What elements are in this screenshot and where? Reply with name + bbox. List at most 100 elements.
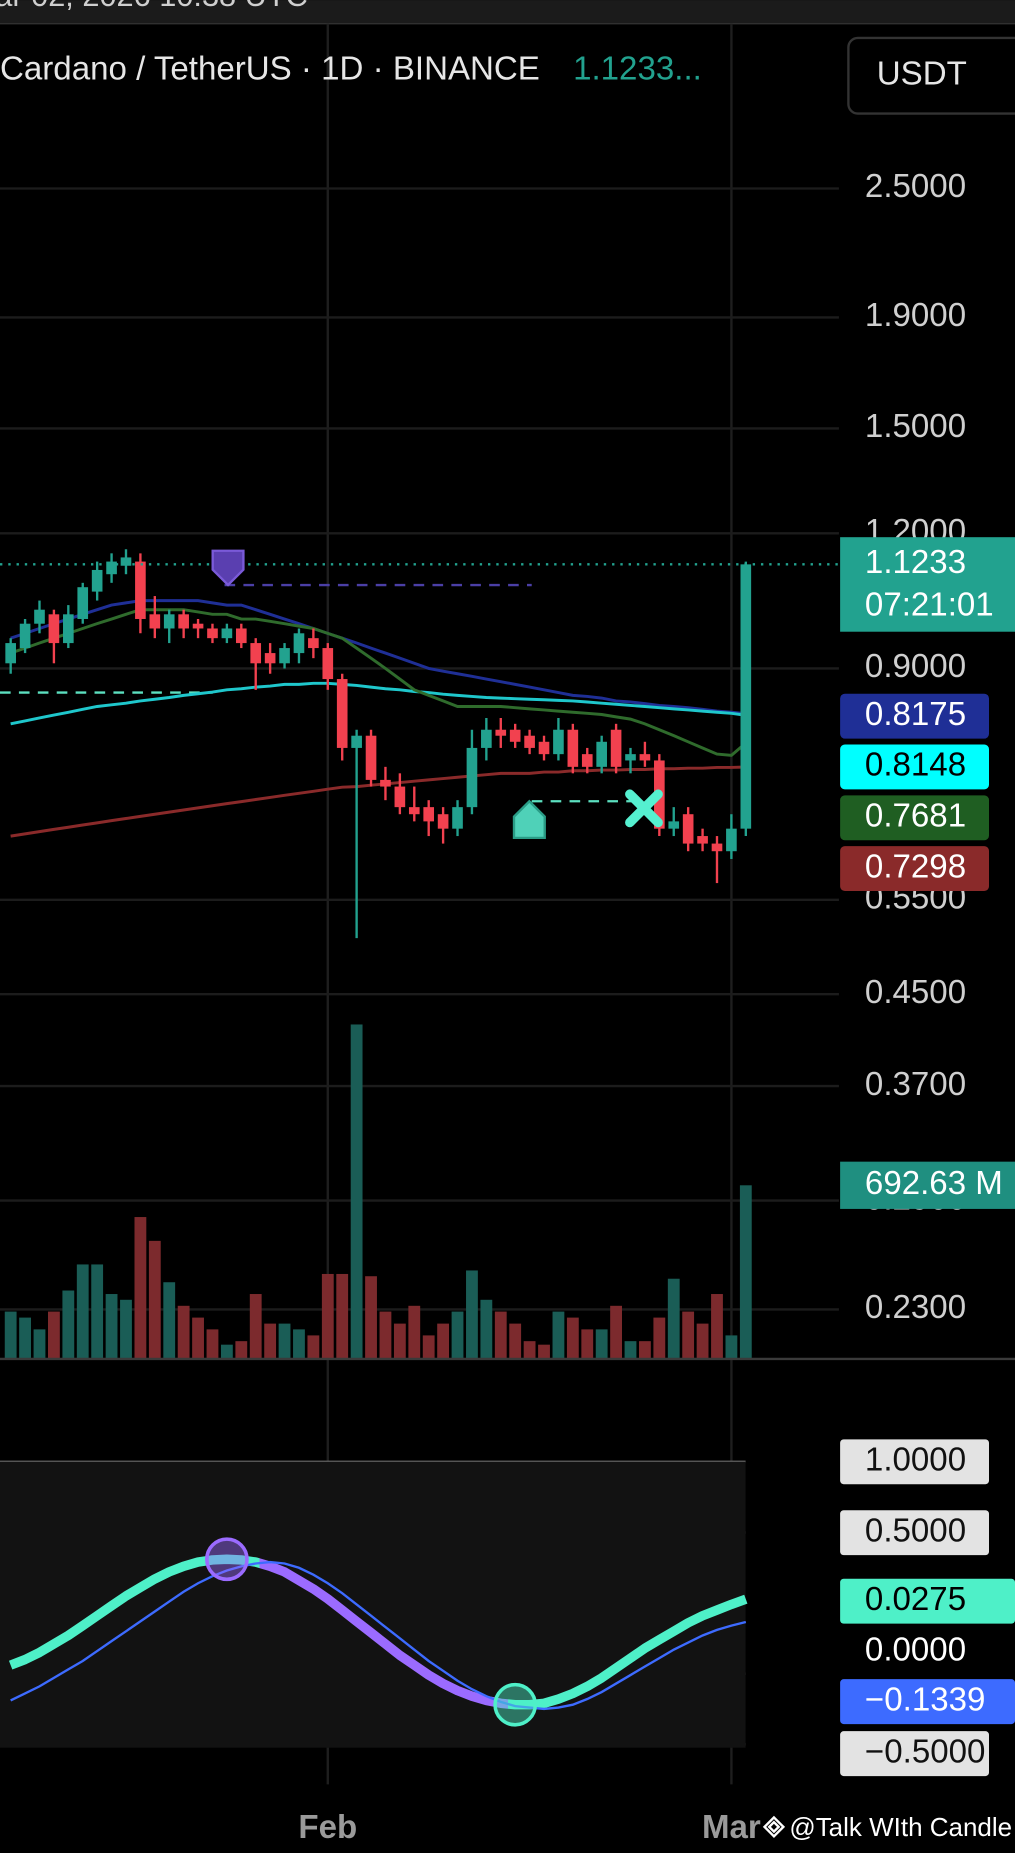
- volume-bar: [739, 1185, 752, 1359]
- candle-body: [120, 557, 132, 566]
- chart-title: Cardano / TetherUS · 1D · BINANCE: [0, 51, 540, 88]
- volume-bar: [696, 1323, 709, 1359]
- volume-bar: [278, 1323, 291, 1359]
- candle-body: [135, 561, 146, 619]
- volume-bar: [523, 1341, 536, 1359]
- candle-body: [711, 843, 723, 852]
- candle-body: [423, 807, 435, 822]
- moving-average: [10, 599, 746, 716]
- signal-markers: [211, 549, 663, 840]
- osc-tick-label: 0.5000: [865, 1512, 966, 1549]
- candle-body: [682, 814, 694, 844]
- candle-body: [293, 633, 305, 654]
- last-price-label: 1.1233: [865, 544, 966, 581]
- candle-body: [740, 564, 752, 829]
- y-tick-label: 0.4500: [865, 974, 966, 1011]
- osc-value-label: 0.0275: [865, 1581, 966, 1618]
- status-bar: [0, 0, 1015, 24]
- signal-levels: [0, 583, 639, 803]
- candle-body: [553, 729, 564, 755]
- candle-body: [509, 729, 521, 742]
- x-tick-label: Mar: [702, 1809, 761, 1846]
- osc-tick-label: 0.0000: [865, 1632, 966, 1669]
- candle-body: [380, 779, 391, 787]
- osc-value-box: [840, 1578, 1015, 1624]
- candle-body: [221, 628, 233, 639]
- candle-body: [264, 653, 276, 664]
- osc-value-label: −0.1339: [865, 1681, 986, 1718]
- plot: [0, 549, 839, 1727]
- candle-body: [538, 741, 550, 755]
- title-price: 1.1233...: [573, 51, 702, 88]
- moving-average: [10, 765, 746, 838]
- volume-bar: [595, 1329, 608, 1359]
- volume-bar: [4, 1311, 17, 1359]
- volume-bar: [62, 1290, 75, 1359]
- currency-button[interactable]: [847, 36, 1015, 115]
- candle-body: [726, 828, 737, 852]
- sell-signal: [211, 549, 245, 587]
- volume-bar: [451, 1311, 464, 1359]
- volume-bar: [624, 1341, 637, 1359]
- y-tick-label: 0.2300: [865, 1289, 966, 1326]
- oscillator-band: [0, 1461, 746, 1748]
- countdown: 07:21:01: [865, 587, 994, 624]
- x-tick-label: Feb: [298, 1809, 357, 1846]
- volume-bar: [163, 1282, 176, 1359]
- candle-body: [697, 836, 708, 844]
- volume-bar: [76, 1264, 89, 1359]
- volume-bar: [177, 1305, 190, 1359]
- volume-bar: [725, 1335, 738, 1359]
- volume-bar: [552, 1311, 565, 1359]
- volume-bar: [509, 1323, 522, 1359]
- candle-body: [207, 628, 218, 639]
- watermark: @Talk WIth Candle: [789, 1812, 1012, 1842]
- ma-label-box: [840, 795, 990, 841]
- ma-label-box: [840, 846, 990, 892]
- candle-body: [77, 587, 89, 619]
- candle-body: [279, 648, 290, 664]
- osc-tick-box: [840, 1439, 990, 1485]
- volume-bar: [235, 1341, 248, 1359]
- volume-bar: [538, 1344, 550, 1359]
- y-tick-label: 1.9000: [865, 297, 966, 334]
- volume-bar: [249, 1294, 262, 1359]
- candle-body: [365, 735, 377, 780]
- volume-bar: [494, 1311, 507, 1359]
- volume-bar: [566, 1317, 579, 1359]
- candle-body: [466, 747, 478, 808]
- candle-body: [106, 561, 117, 575]
- candle-body: [581, 754, 593, 767]
- volume-bar: [408, 1305, 421, 1359]
- candle-body: [437, 814, 449, 829]
- timestamp: ar 02, 2026 10:38 UTC: [0, 0, 308, 13]
- candle-body: [163, 614, 175, 629]
- candle-body: [34, 609, 45, 624]
- candle-body: [408, 807, 420, 815]
- moving-average: [10, 608, 747, 757]
- osc-value-box: [840, 1679, 1015, 1725]
- volume-bar: [350, 1024, 363, 1359]
- candle-body: [596, 741, 607, 767]
- candle-body: [308, 638, 319, 649]
- candle-body: [351, 735, 362, 748]
- osc-signal: [493, 1682, 538, 1727]
- candle-body: [610, 729, 622, 767]
- candle-body: [524, 735, 535, 748]
- ma-label: 0.8175: [865, 696, 966, 733]
- osc-slow: [10, 1560, 747, 1711]
- volume-bar: [293, 1329, 305, 1359]
- candle-body: [495, 729, 507, 736]
- osc-tick-box: [840, 1510, 990, 1556]
- ma-label: 0.7298: [865, 848, 966, 885]
- candle-body: [250, 643, 262, 664]
- candle-body: [91, 569, 103, 592]
- currency[interactable]: USDT: [877, 55, 967, 92]
- y-tick-label: 0.9000: [865, 648, 966, 685]
- volume-bar: [437, 1323, 450, 1359]
- candle-body: [322, 648, 334, 680]
- volume-bar: [480, 1299, 493, 1359]
- ma-label: 0.7681: [865, 798, 966, 835]
- candle-body: [48, 614, 60, 644]
